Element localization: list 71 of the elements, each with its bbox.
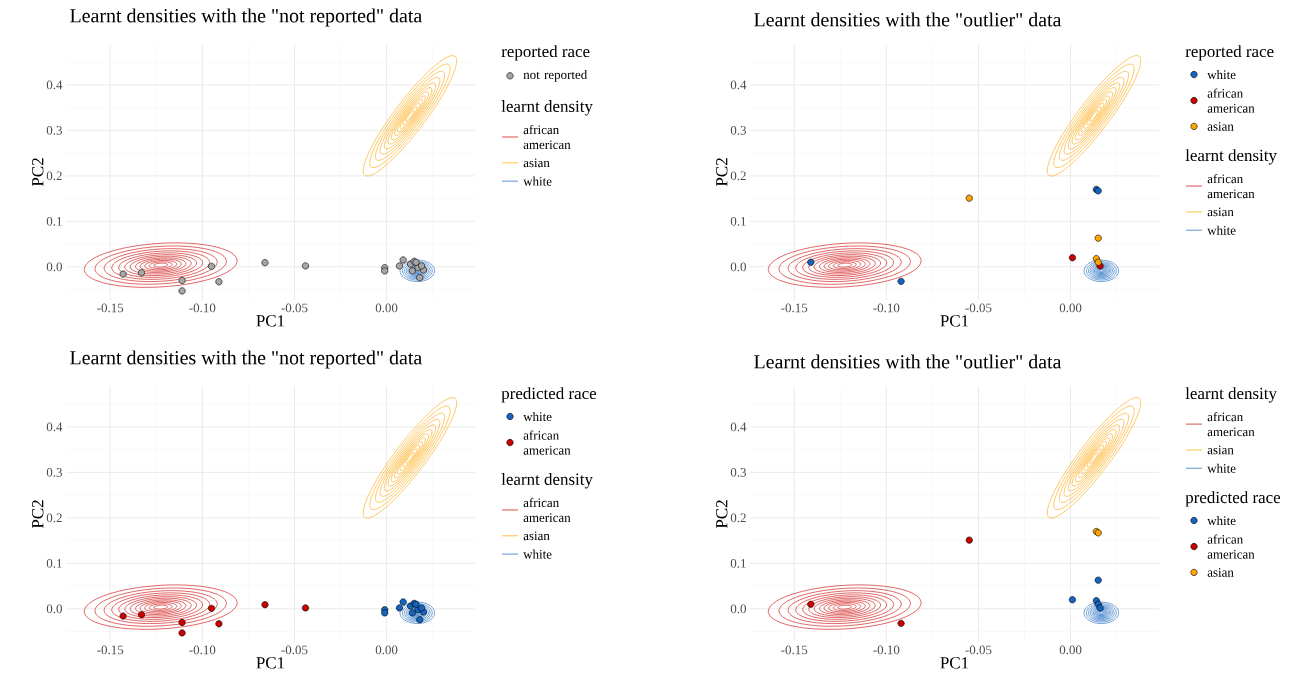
y-tick-label: 0.4 xyxy=(730,80,747,90)
x-tick-label: -0.15 xyxy=(781,303,808,313)
x-tick-label: -0.10 xyxy=(189,645,216,655)
x-tick-label: -0.10 xyxy=(873,303,900,313)
x-tick-label: -0.05 xyxy=(281,645,308,655)
y-tick-label: 0.0 xyxy=(46,262,62,272)
y-tick-label: 0.3 xyxy=(730,468,746,477)
y-tick-label: 0.0 xyxy=(730,604,746,614)
x-tick-label: -0.05 xyxy=(281,303,308,313)
y-axis-title: PC2 xyxy=(32,158,44,187)
legend-label: white xyxy=(523,176,552,186)
y-tick-label: 0.1 xyxy=(46,558,62,568)
y-tick-label: 0.0 xyxy=(730,262,746,272)
y-tick-label: 0.4 xyxy=(46,422,63,432)
legend-label: asian xyxy=(1207,122,1234,131)
chart-title: Learnt densities with the "not reported" data xyxy=(70,8,422,27)
legend-label: asian xyxy=(523,531,550,541)
chart-title: Learnt densities with the "outlier" data xyxy=(754,354,1062,369)
x-tick-label: -0.05 xyxy=(965,303,992,313)
legend-label: white xyxy=(1207,69,1236,80)
y-tick-label: 0.3 xyxy=(46,468,62,477)
y-axis-title: PC2 xyxy=(716,500,728,529)
y-tick-label: 0.1 xyxy=(46,216,62,226)
legend-label: white xyxy=(1207,225,1236,235)
y-tick-label: 0.2 xyxy=(46,513,62,523)
x-axis-title: PC1 xyxy=(256,657,285,669)
x-tick-label: -0.10 xyxy=(873,645,900,655)
text: predicted race xyxy=(1185,491,1281,507)
y-tick-label: 0.3 xyxy=(46,126,62,135)
x-tick-label: 0.00 xyxy=(1059,303,1082,313)
legend-label: white xyxy=(1207,463,1236,473)
y-tick-label: 0.1 xyxy=(730,558,746,568)
text: learnt density xyxy=(1185,387,1277,403)
legend-label: asian xyxy=(1207,445,1234,455)
legend-label: white xyxy=(523,549,552,559)
chart-title: Learnt densities with the "not reported" data xyxy=(70,350,422,369)
legend-label: white xyxy=(523,411,552,422)
x-tick-label: -0.15 xyxy=(97,303,124,313)
legend-label: asian xyxy=(523,158,550,168)
text: learnt density xyxy=(501,100,593,116)
legend-label: african american xyxy=(523,430,571,455)
y-tick-label: 0.1 xyxy=(730,216,746,226)
text: learnt density xyxy=(501,473,593,489)
legend-label: not reported xyxy=(523,69,588,82)
y-tick-label: 0.0 xyxy=(46,604,62,614)
y-axis-title: PC2 xyxy=(716,158,728,187)
y-tick-label: 0.2 xyxy=(730,513,746,523)
chart-title: Learnt densities with the "outlier" data xyxy=(754,12,1062,27)
x-axis-title: PC1 xyxy=(256,315,285,327)
y-tick-label: 0.2 xyxy=(730,171,746,181)
y-tick-label: 0.3 xyxy=(730,126,746,135)
text: learnt density xyxy=(1185,149,1277,165)
legend-label: asian xyxy=(1207,568,1234,577)
x-tick-label: 0.00 xyxy=(375,303,398,313)
x-tick-label: 0.00 xyxy=(375,645,398,655)
x-tick-label: -0.10 xyxy=(189,303,216,313)
y-tick-label: 0.4 xyxy=(730,422,747,432)
x-tick-label: -0.15 xyxy=(97,645,124,655)
x-tick-label: -0.05 xyxy=(965,645,992,655)
x-tick-label: -0.15 xyxy=(781,645,808,655)
x-axis-title: PC1 xyxy=(940,315,969,327)
legend-label: white xyxy=(1207,515,1236,526)
y-axis-title: PC2 xyxy=(32,500,44,529)
legend-label: asian xyxy=(1207,207,1234,217)
y-tick-label: 0.2 xyxy=(46,171,62,181)
x-tick-label: 0.00 xyxy=(1059,645,1082,655)
y-tick-label: 0.4 xyxy=(46,80,63,90)
text: reported race xyxy=(1185,45,1274,61)
text: predicted race xyxy=(501,387,597,403)
text: reported race xyxy=(501,45,590,61)
x-axis-title: PC1 xyxy=(940,657,969,669)
